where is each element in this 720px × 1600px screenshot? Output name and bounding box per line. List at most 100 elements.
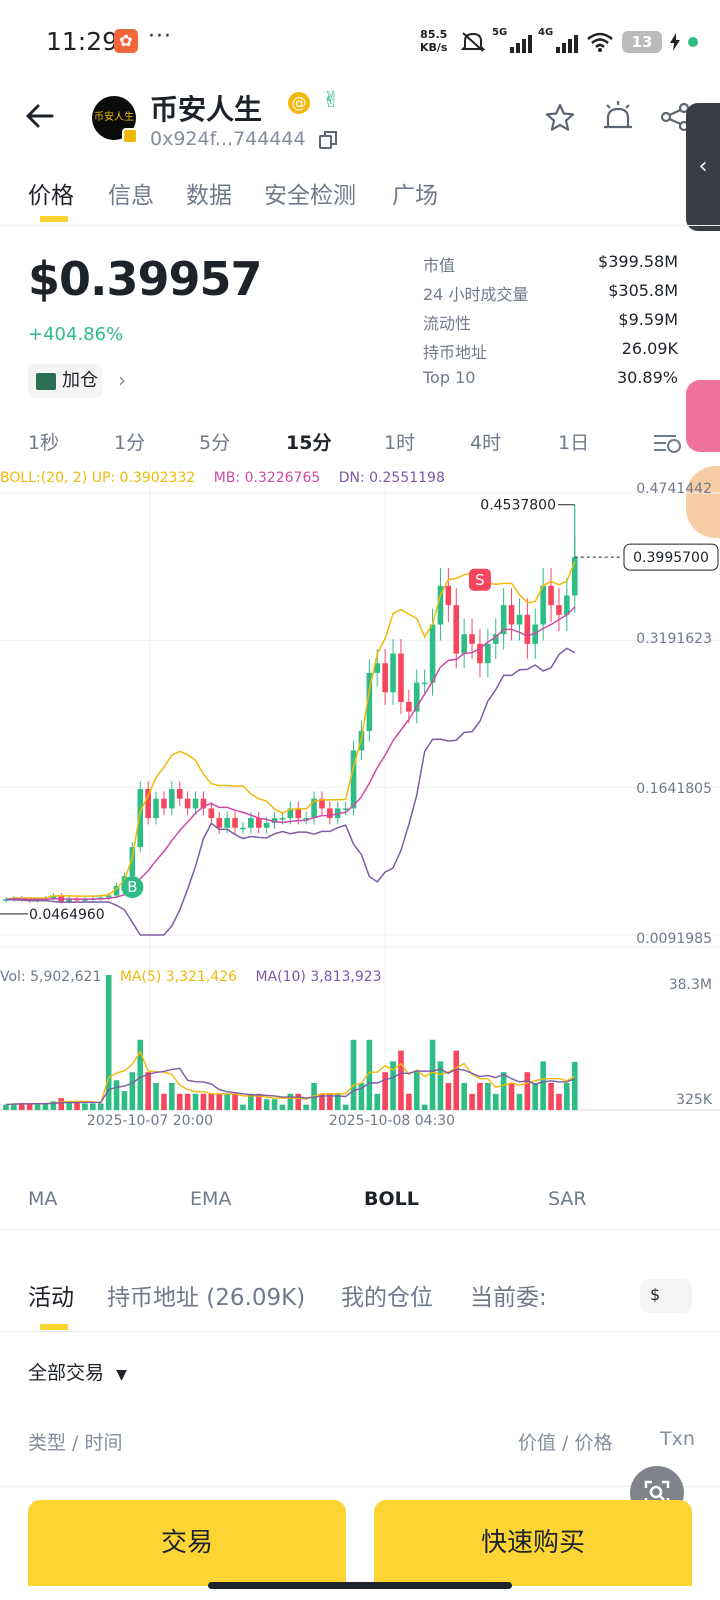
candle-body	[445, 585, 452, 606]
star-icon[interactable]	[544, 102, 576, 134]
home-indicator	[208, 1582, 512, 1589]
candle-body	[366, 672, 373, 731]
volume-bar	[240, 1104, 246, 1110]
interval-4h[interactable]: 4时	[470, 432, 502, 454]
candle-body	[532, 624, 539, 644]
tab-activity[interactable]: 活动	[28, 1285, 74, 1311]
tab-holders[interactable]: 持币地址 (26.09K)	[107, 1285, 306, 1311]
candle-body	[232, 818, 238, 828]
volume-bar	[121, 1091, 128, 1110]
interval-1m[interactable]: 1分	[114, 432, 146, 454]
volume-bar	[113, 1080, 120, 1110]
volume-bar	[161, 1093, 167, 1110]
copy-icon[interactable]	[318, 130, 338, 150]
current-price-label: 0.3995700	[633, 550, 709, 566]
volume-bar	[34, 1103, 41, 1110]
chart-settings-icon[interactable]	[654, 432, 682, 454]
tab-price[interactable]: 价格	[28, 183, 74, 209]
interval-1d[interactable]: 1日	[558, 432, 590, 454]
candle-body	[500, 605, 507, 635]
volume-bar	[11, 1103, 17, 1110]
floating-widget-pink[interactable]	[686, 380, 720, 452]
volume-bar	[295, 1093, 302, 1110]
volume-bar	[390, 1061, 396, 1110]
wifi-icon	[587, 32, 613, 52]
boll-legend: BOLL:(20, 2) UP: 0.3902332 MB: 0.3226765…	[0, 470, 445, 486]
candle-body	[208, 808, 215, 819]
volume-bar	[82, 1103, 88, 1110]
tab-data[interactable]: 数据	[186, 183, 232, 209]
column-type-time: 类型 / 时间	[28, 1432, 123, 1454]
candle-body	[153, 798, 159, 819]
tab-square[interactable]: 广场	[392, 183, 438, 209]
volume-bar	[500, 1072, 507, 1110]
candle-body	[390, 653, 396, 693]
boll-lower-line	[5, 647, 576, 936]
alert-icon[interactable]	[602, 100, 634, 134]
candle-body	[571, 557, 578, 596]
indicator-ma[interactable]: MA	[28, 1188, 58, 1210]
trade-filter-dropdown[interactable]: 全部交易 ▼	[28, 1358, 127, 1385]
trade-button[interactable]: 交易	[28, 1500, 346, 1586]
current-price: $0.39957	[28, 252, 263, 306]
x-axis-label: 2025-10-07 20:00	[87, 1113, 213, 1129]
quick-buy-button[interactable]: 快速购买	[374, 1500, 692, 1586]
indicator-sar[interactable]: SAR	[548, 1188, 587, 1210]
tab-open-orders[interactable]: 当前委:	[470, 1285, 547, 1311]
candle-body	[287, 808, 294, 819]
tab-my-positions[interactable]: 我的仓位	[341, 1285, 433, 1311]
volume-bar	[263, 1099, 270, 1110]
volume-bar	[137, 1039, 144, 1110]
candle-body	[516, 614, 523, 625]
indicator-ema[interactable]: EMA	[190, 1188, 232, 1210]
tab-info[interactable]: 信息	[108, 183, 154, 209]
candle-body	[113, 885, 120, 896]
candle-body	[240, 827, 246, 830]
side-panel-handle[interactable]: ‹	[686, 103, 720, 231]
candle-body	[319, 798, 325, 809]
interval-15m[interactable]: 15分	[286, 432, 332, 454]
trade-filter-label: 全部交易	[28, 1362, 105, 1384]
volume-bar	[3, 1104, 9, 1110]
floating-widget-peach[interactable]	[686, 466, 720, 538]
candle-body	[169, 789, 175, 809]
tab-security-check[interactable]: 安全检测	[264, 183, 356, 209]
volume-bar	[421, 1104, 428, 1110]
chevron-right-icon[interactable]: ›	[118, 368, 126, 392]
boll-mid-legend: MB: 0.3226765	[213, 470, 321, 486]
candle-body	[437, 585, 444, 625]
chain-badge-icon	[122, 128, 138, 144]
volume-axis-label: 325K	[676, 1092, 713, 1108]
indicator-boll[interactable]: BOLL	[364, 1188, 419, 1210]
interval-1h[interactable]: 1时	[384, 432, 416, 454]
x-axis-label: 2025-10-08 04:30	[329, 1113, 455, 1129]
add-position-button[interactable]: 加仓	[28, 364, 102, 398]
share-icon[interactable]	[660, 102, 690, 132]
volume-bar	[287, 1093, 294, 1110]
candle-body	[398, 653, 404, 702]
currency-toggle[interactable]: $	[640, 1279, 692, 1313]
boll-upper-legend: BOLL:(20, 2) UP: 0.3902332	[0, 470, 196, 486]
back-arrow-icon[interactable]	[24, 100, 56, 132]
volume-bar	[445, 1083, 452, 1110]
price-chart[interactable]: 0.4741442 0.3191623 0.1641805 0.0091985 38.3…	[0, 465, 720, 1140]
volume-bar	[374, 1093, 381, 1110]
candle-body	[421, 682, 428, 685]
signal-4g-icon: 4G	[538, 27, 578, 53]
volume-bar	[524, 1072, 531, 1110]
stat-label: 持币地址	[423, 343, 488, 362]
interval-5m[interactable]: 5分	[199, 432, 231, 454]
stat-label: Top 10	[423, 368, 476, 387]
status-icons: 5G 4G 13	[460, 27, 698, 56]
volume-bar	[66, 1101, 72, 1110]
volume-bar	[74, 1102, 80, 1110]
vol-ma10-legend: MA(10) 3,813,923	[255, 969, 382, 985]
verified-at-icon[interactable]: @	[288, 92, 310, 114]
stat-label: 24 小时成交量	[423, 285, 529, 304]
interval-1s[interactable]: 1秒	[28, 432, 60, 454]
candle-body	[556, 605, 562, 615]
candle-body	[271, 818, 278, 823]
volume-bar	[153, 1083, 159, 1110]
volume-bar	[192, 1093, 199, 1110]
y-axis-label: 0.1641805	[636, 781, 712, 797]
